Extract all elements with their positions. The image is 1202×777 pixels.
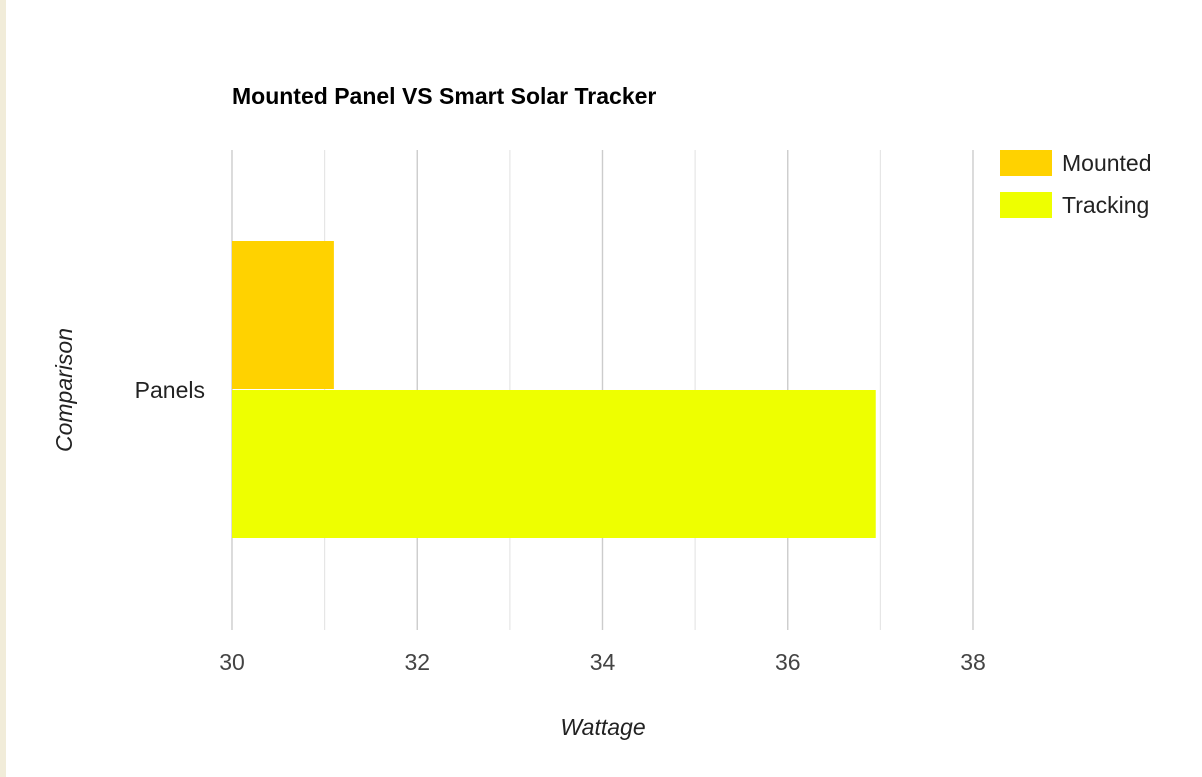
x-tick-label: 38	[960, 649, 986, 675]
category-labels: Panels	[135, 377, 205, 403]
bars	[232, 241, 876, 538]
x-tick-label: 30	[219, 649, 245, 675]
x-tick-label: 34	[590, 649, 616, 675]
gridlines	[231, 150, 974, 630]
category-label: Panels	[135, 377, 205, 403]
legend-label-tracking: Tracking	[1062, 192, 1149, 218]
x-tick-label: 32	[404, 649, 430, 675]
y-axis-title: Comparison	[51, 328, 77, 452]
x-axis-title: Wattage	[560, 714, 645, 740]
legend-label-mounted: Mounted	[1062, 150, 1152, 176]
legend-swatch-tracking	[1000, 192, 1052, 218]
bar-mounted	[232, 241, 334, 389]
window-edge	[0, 0, 6, 777]
x-tick-labels: 30 32 34 36 38	[219, 649, 986, 675]
bar-tracking	[232, 390, 876, 538]
legend: Mounted Tracking	[1000, 150, 1152, 218]
x-tick-label: 36	[775, 649, 801, 675]
chart-title: Mounted Panel VS Smart Solar Tracker	[232, 83, 656, 109]
legend-swatch-mounted	[1000, 150, 1052, 176]
